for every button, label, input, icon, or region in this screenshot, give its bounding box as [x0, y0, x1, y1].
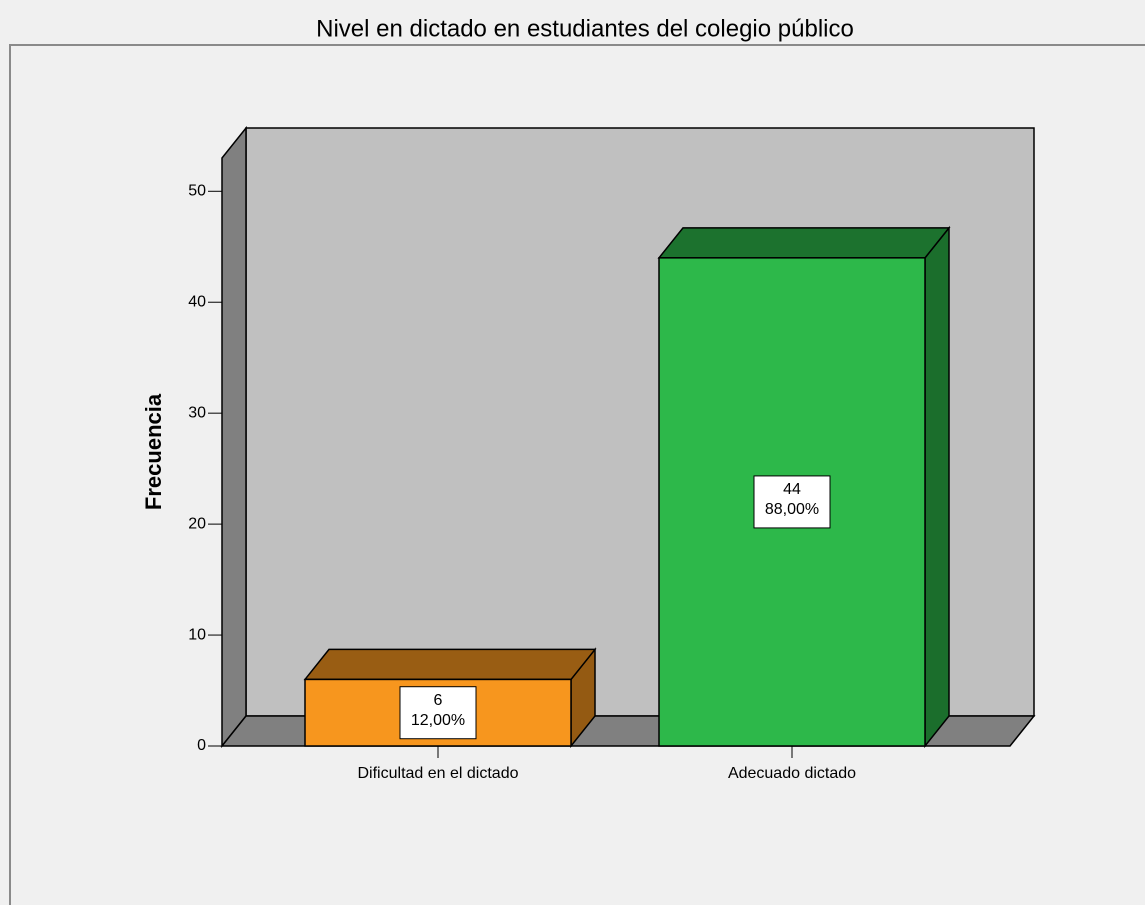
x-tick-label: Adecuado dictado — [728, 765, 856, 782]
data-label-box — [399, 686, 477, 740]
y-tick-label: 0 — [197, 737, 206, 754]
data-label: 88,00% — [765, 501, 819, 518]
y-tick-label: 30 — [188, 404, 206, 421]
x-tick-label: Dificultad en el dictado — [358, 765, 519, 782]
y-tick-label: 50 — [188, 183, 206, 200]
chart-frame — [9, 44, 1145, 905]
y-axis-label: Frecuencia — [141, 393, 166, 510]
y-tick-label: 20 — [188, 515, 206, 532]
data-label-box — [753, 475, 831, 529]
data-label: 12,00% — [411, 712, 465, 729]
y-tick-label: 40 — [188, 293, 206, 310]
bar-top — [657, 227, 951, 259]
data-label: 6 — [434, 692, 443, 709]
chart-title: Nivel en dictado en estudiantes del cole… — [316, 15, 854, 42]
left-wall — [221, 125, 247, 749]
y-tick-label: 10 — [188, 626, 206, 643]
bar-top — [303, 648, 597, 681]
data-label: 44 — [783, 481, 801, 498]
bar-side — [924, 225, 950, 749]
